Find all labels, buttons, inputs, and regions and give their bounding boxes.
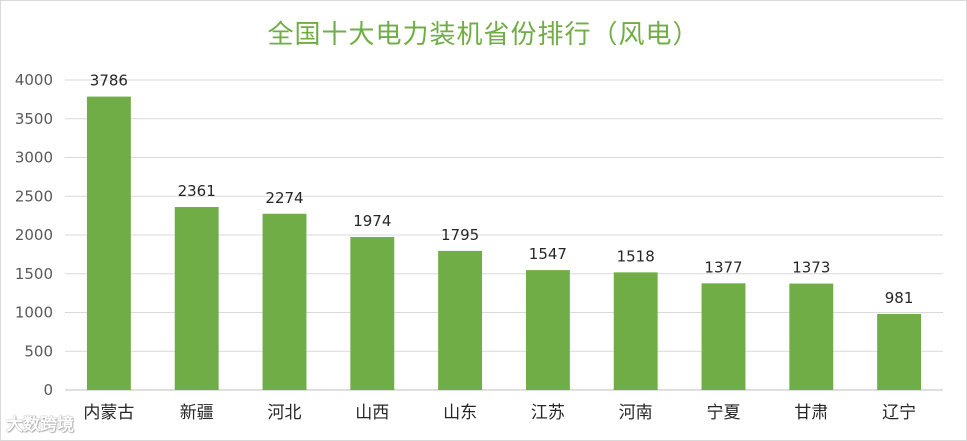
y-tick-label: 3000 <box>15 149 53 167</box>
x-tick-label: 新疆 <box>180 403 214 423</box>
x-tick-label: 内蒙古 <box>83 403 134 423</box>
data-label: 1795 <box>441 226 479 244</box>
y-tick-label: 500 <box>24 342 53 360</box>
x-tick-label: 辽宁 <box>882 403 916 423</box>
data-label: 1377 <box>704 258 742 276</box>
y-tick-label: 4000 <box>15 71 53 89</box>
watermark-logo: 大数跨境 <box>6 415 74 435</box>
bar <box>350 237 395 390</box>
x-tick-label: 河南 <box>619 403 653 423</box>
data-label: 1518 <box>617 247 655 265</box>
x-tick-label: 江苏 <box>531 403 565 423</box>
bar <box>877 313 922 390</box>
data-label: 3786 <box>90 72 128 90</box>
x-tick-label: 宁夏 <box>707 403 741 423</box>
y-tick-label: 0 <box>43 381 53 399</box>
bar <box>438 250 483 390</box>
data-label: 2361 <box>178 182 216 200</box>
data-label: 1373 <box>792 259 830 277</box>
bar <box>789 283 834 390</box>
x-tick-label: 山西 <box>355 403 389 423</box>
y-tick-label: 2000 <box>15 226 53 244</box>
data-label: 1974 <box>353 212 391 230</box>
data-label: 2274 <box>265 189 303 207</box>
y-tick-label: 1000 <box>15 304 53 322</box>
y-tick-label: 3500 <box>15 110 53 128</box>
bar <box>525 270 570 390</box>
y-tick-label: 2500 <box>15 187 53 205</box>
data-label: 981 <box>885 289 914 307</box>
x-tick-label: 河北 <box>268 403 302 423</box>
x-tick-label: 甘肃 <box>794 403 828 423</box>
x-tick-label: 山东 <box>443 403 477 423</box>
y-tick-label: 1500 <box>15 265 53 283</box>
bar <box>86 96 131 391</box>
bar <box>174 207 219 390</box>
data-label: 1547 <box>529 245 567 263</box>
bar <box>613 272 658 390</box>
bar <box>262 213 307 390</box>
chart-title: 全国十大电力装机省份排行（风电） <box>267 20 700 50</box>
bar <box>701 283 746 390</box>
